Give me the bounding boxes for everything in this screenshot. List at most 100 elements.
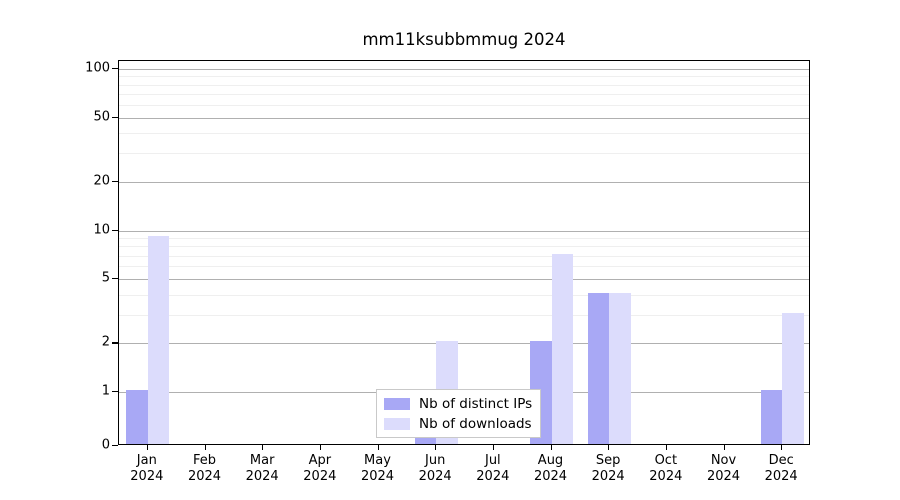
gridline-minor [119, 266, 809, 268]
y-axis-tick-label: 2 [101, 334, 110, 350]
x-axis-tick-label-month: Apr [308, 453, 332, 468]
x-axis-tick-label-month: Oct [654, 453, 678, 468]
legend-color-swatch [384, 397, 410, 410]
gridline-minor [119, 294, 809, 296]
x-axis-tick-label-year: 2024 [764, 469, 798, 484]
bar-downloads [782, 312, 804, 444]
y-axis-tick-mark [112, 68, 118, 70]
legend-item: Nb of downloads [384, 415, 532, 432]
y-axis-tick-label: 1 [101, 383, 110, 399]
x-axis-tick-label: Oct 2024 [649, 453, 682, 485]
gridline-minor [119, 133, 809, 135]
x-axis-tick-label-month: Mar [249, 453, 275, 468]
y-axis-tick-mark [112, 180, 118, 183]
chart-legend: Nb of distinct IPs Nb of downloads [376, 389, 542, 438]
bar-downloads [551, 253, 573, 444]
x-axis-tick-label: Aug 2024 [534, 453, 567, 485]
x-axis-tick-mark [665, 445, 668, 450]
x-axis-tick-label-month: Aug [537, 453, 564, 468]
plot-area [118, 60, 810, 445]
x-axis-tick-label: Sep 2024 [592, 453, 625, 485]
gridline-minor [119, 237, 809, 239]
chart-title: mm11ksubbmmug 2024 [362, 30, 566, 49]
x-axis-tick-label-month: Feb [192, 453, 217, 468]
x-axis-tick-label: Jun 2024 [419, 453, 452, 485]
x-axis-tick-mark [377, 445, 379, 450]
x-axis-tick-mark [723, 445, 725, 450]
x-axis-labels: Jan 2024 Feb 2024 Mar 2024 Apr 2024 May 2024 Jun 20… [118, 449, 810, 497]
x-axis-tick-label-year: 2024 [418, 469, 452, 484]
gridline-minor [119, 153, 809, 155]
gridline-major [119, 69, 809, 70]
y-axis-tick-label: 50 [93, 109, 110, 125]
gridline-minor [119, 255, 809, 257]
x-axis-tick-label-month: May [364, 453, 391, 468]
x-axis-tick-label-year: 2024 [476, 469, 510, 484]
gridline-minor [119, 76, 809, 78]
x-axis-tick-label-month: Nov [710, 453, 737, 468]
y-axis-tick-mark [112, 229, 118, 231]
gridline-minor [119, 246, 809, 248]
gridline-minor [119, 314, 809, 316]
bar-downloads [609, 292, 631, 444]
x-axis-tick-mark [550, 445, 552, 450]
x-axis-tick-label: May 2024 [361, 453, 394, 485]
legend-label: Nb of downloads [419, 415, 532, 432]
x-axis-tick-mark [204, 445, 206, 450]
x-axis-tick-label-year: 2024 [303, 469, 337, 484]
x-axis-tick-label-month: Dec [768, 453, 794, 468]
y-axis-tick-label: 5 [101, 270, 110, 286]
x-axis-tick-label: Nov 2024 [707, 453, 740, 485]
gridline-minor [119, 104, 809, 106]
legend-color-swatch [384, 417, 410, 430]
x-axis-tick-label-month: Jun [425, 453, 446, 468]
y-axis-tick-label: 0 [101, 437, 110, 453]
x-axis-tick-label-month: Sep [595, 453, 621, 468]
x-axis-tick-mark [492, 445, 495, 450]
x-axis-tick-label-year: 2024 [245, 469, 279, 484]
y-axis-tick-mark [112, 445, 118, 447]
x-axis-tick-label-year: 2024 [187, 469, 222, 484]
legend-item: Nb of distinct IPs [384, 395, 532, 412]
gridline-minor [119, 84, 809, 86]
x-axis-tick-label-year: 2024 [649, 469, 683, 484]
x-axis-tick-label: Jan 2024 [130, 453, 163, 485]
x-axis-tick-label-year: 2024 [360, 469, 395, 484]
x-axis-tick-mark [262, 445, 264, 450]
x-axis-tick-label: Dec 2024 [765, 453, 798, 485]
x-axis-tick-mark [435, 445, 437, 450]
x-axis-tick-label: Mar 2024 [246, 453, 279, 485]
y-axis-tick-mark [112, 278, 118, 280]
x-axis-tick-mark [146, 445, 149, 450]
y-axis-tick-mark [112, 391, 118, 393]
bar-downloads [147, 235, 170, 444]
gridline-major [119, 230, 809, 232]
legend-label: Nb of distinct IPs [419, 395, 533, 412]
y-axis-tick-label: 20 [93, 173, 110, 189]
bar-distinct-ips [760, 390, 783, 444]
bar-distinct-ips [126, 390, 148, 444]
x-axis-tick-label-year: 2024 [533, 469, 568, 484]
bar-distinct-ips [587, 292, 610, 444]
y-axis-labels: 0 1 2 5 10 20 50 100 [58, 60, 110, 453]
gridline-major [119, 117, 809, 119]
x-axis-tick-label: Feb 2024 [188, 453, 221, 485]
x-axis-tick-label-month: Jul [484, 453, 501, 468]
y-axis-tick-mark [112, 342, 118, 344]
x-axis-tick-label-year: 2024 [591, 469, 625, 484]
y-axis-tick-mark [112, 116, 118, 118]
gridline-major [119, 343, 809, 345]
gridline-major [119, 279, 809, 281]
x-axis-tick-mark [781, 445, 783, 450]
x-axis-tick-mark [608, 445, 610, 450]
x-axis-tick-label-year: 2024 [706, 469, 741, 484]
x-axis-tick-mark [319, 445, 322, 450]
x-axis-tick-label-year: 2024 [130, 469, 164, 484]
x-axis-tick-label-month: Jan [136, 453, 157, 468]
x-axis-tick-label: Apr 2024 [303, 453, 336, 485]
x-axis-tick-label: Jul 2024 [476, 453, 509, 485]
gridline-major [119, 181, 809, 183]
gridline-minor [119, 94, 809, 96]
y-axis-tick-label: 100 [85, 60, 110, 76]
